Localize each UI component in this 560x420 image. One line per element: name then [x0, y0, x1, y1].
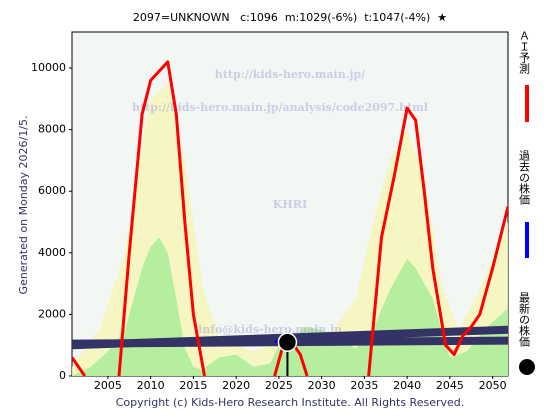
x-tick-label: 2005	[94, 379, 122, 392]
copyright: Copyright (c) Kids-Hero Research Institu…	[116, 396, 465, 409]
x-tick-label: 2020	[222, 379, 250, 392]
legend-label: ＡＩ予測	[518, 30, 531, 75]
series-line	[72, 60, 508, 376]
y-tick-label: 4000	[38, 246, 66, 259]
watermark: http://kids-hero.main.jp/analysis/code20…	[132, 101, 428, 114]
x-tick-label: 2040	[393, 379, 421, 392]
legend-label: 最新の株価	[518, 292, 531, 347]
legend-label: 過去の株価	[518, 150, 531, 205]
y-tick-label: 2000	[38, 307, 66, 320]
x-tick-label: 2030	[308, 379, 336, 392]
x-tick-label: 2015	[179, 379, 207, 392]
y-tick-label: 10000	[31, 61, 66, 74]
watermark: info@kids-hero.main.jp	[198, 323, 342, 336]
y-tick-label: 6000	[38, 184, 66, 197]
side-note: Generated on Monday 2026/1/5.	[17, 116, 30, 295]
legend-swatch	[519, 359, 535, 375]
y-tick-label: 0	[59, 369, 66, 382]
x-tick-label: 2010	[137, 379, 165, 392]
x-tick-label: 2045	[436, 379, 464, 392]
watermark: http://kids-hero.main.jp/	[215, 68, 366, 81]
watermark: KHRI	[273, 198, 307, 211]
y-tick-label: 8000	[38, 123, 66, 136]
chart-title: 2097=UNKNOWN c:1096 m:1029(-6%) t:1047(-…	[133, 11, 447, 24]
x-tick-label: 2035	[350, 379, 378, 392]
x-tick-label: 2025	[265, 379, 293, 392]
latest-point	[277, 332, 298, 352]
x-tick-label: 2050	[479, 379, 507, 392]
